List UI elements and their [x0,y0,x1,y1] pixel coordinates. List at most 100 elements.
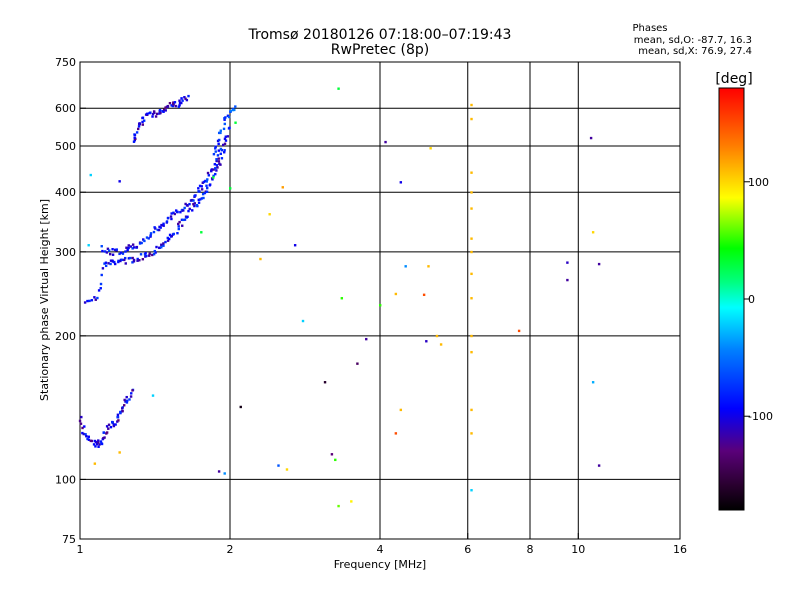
scatter-point [425,340,428,343]
x-tick-label: 8 [527,543,534,556]
chart-subtitle: RwPretec (8p) [330,42,430,58]
trace-point [87,435,90,438]
colorbar-label: [deg] [715,71,752,87]
trace-point [178,104,181,107]
trace-point [165,220,169,223]
trace-point [152,252,156,256]
trace-point [217,160,221,163]
trace-point [141,123,145,126]
trace-point [129,245,133,248]
trace-point [100,245,103,248]
trace-point [206,171,210,175]
trace-point [188,207,191,211]
trace-point [148,111,151,115]
trace-point [172,103,175,106]
trace-point [130,392,133,395]
trace-point [179,210,182,214]
scatter-point [337,87,340,90]
trace-point [182,218,185,222]
trace-point [208,183,212,186]
trace-point [234,105,237,108]
trace-point [82,432,85,436]
scatter-point [470,103,473,107]
trace-point [118,252,121,256]
trace-point [198,184,202,188]
trace-point [159,226,162,229]
trace-point [200,197,203,200]
trace-point [223,122,227,126]
trace-point [138,259,141,262]
scatter-point [151,394,155,397]
trace-point [148,252,151,255]
trace-point [233,108,236,112]
trace-point [181,99,184,102]
scatter-point [365,337,368,341]
trace-point [107,249,111,252]
trace-point [216,166,219,169]
trace-point [94,440,98,444]
trace-point [164,106,167,109]
trace-point [160,246,163,249]
trace-point [206,178,209,181]
trace-point [115,248,118,251]
stats-heading: Phases [632,23,668,34]
trace-point [151,253,154,257]
trace-point [176,210,179,214]
trace-point [141,120,144,124]
colorbar-ticks: 100 0 -100 [744,176,773,423]
trace-point [162,242,165,245]
trace-point [174,104,177,108]
trace-point [127,244,130,247]
scatter-point [439,343,443,346]
trace-point [141,258,145,261]
trace-point [192,199,195,202]
trace-point [133,138,137,142]
colorbar-tick-label: 100 [748,176,769,189]
scatter-point [399,408,403,412]
trace-point [114,423,117,426]
trace-point [176,231,179,235]
trace-point [141,116,145,119]
trace-point [164,240,167,244]
trace-point [201,192,205,196]
trace-point [178,99,181,102]
trace-point [149,234,152,237]
trace-point [90,299,94,302]
scatter-point [337,504,340,508]
scatter-point [404,265,407,268]
scatter-point [591,381,595,384]
scatter-point [93,462,97,465]
trace-point [158,246,161,249]
trace-point [156,228,159,232]
trace-point [229,109,233,113]
trace-point [223,142,227,145]
trace-point [177,105,180,108]
trace-point [202,196,205,200]
trace-point [217,142,220,146]
trace-point [140,241,143,245]
trace-point [97,441,100,444]
trace-point [168,101,172,105]
trace-point [215,169,218,172]
trace-point [103,436,106,439]
trace-point [204,190,207,193]
trace-point [213,163,217,166]
stats-line-o: mean, sd,O: -87.7, 16.3 [633,35,752,46]
trace-point [84,433,87,436]
ticks: 1 2 4 6 8 10 16 75 100 200 300 400 500 600 750 [55,56,687,556]
trace-point [107,423,111,426]
trace-point [220,148,223,152]
trace-point [183,218,187,221]
scatter-point [379,304,382,307]
trace-point [124,400,127,403]
trace-point [121,407,124,410]
trace-point [149,235,152,238]
y-tick-label: 600 [55,102,76,115]
colorbar-tick-label: -100 [748,410,773,423]
y-axis-label: Stationary phase Virtual Height [km] [38,199,51,401]
trace-point [199,198,202,201]
y-tick-label: 500 [55,140,76,153]
trace-point [177,227,180,231]
trace-point [132,258,136,262]
trace-point [227,127,231,130]
